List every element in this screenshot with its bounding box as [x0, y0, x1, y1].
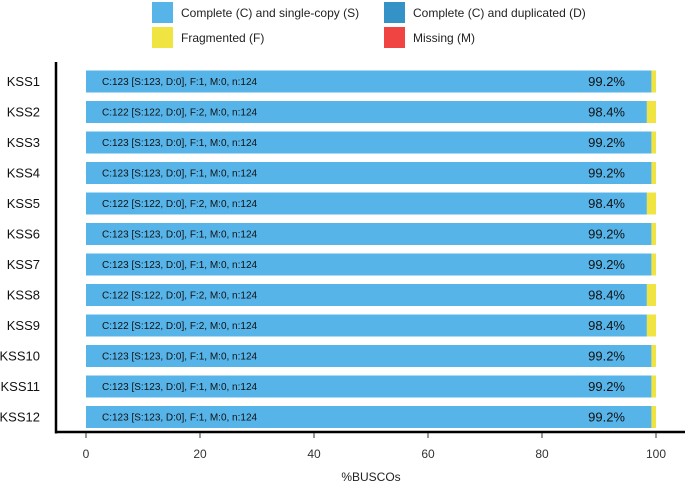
- bar-label-kss3: C:123 [S:123, D:0], F:1, M:0, n:124: [102, 138, 258, 149]
- bar-kss6-series-1: [86, 223, 652, 245]
- category-label-kss10: KSS10: [0, 349, 40, 364]
- bar-kss1-series-3: [651, 70, 656, 93]
- legend-swatch-4: [384, 27, 405, 48]
- percent-label-kss1: 99.2%: [588, 74, 625, 89]
- bar-label-kss5: C:122 [S:122, D:0], F:2, M:0, n:124: [102, 199, 258, 210]
- bar-label-kss7: C:123 [S:123, D:0], F:1, M:0, n:124: [102, 260, 258, 271]
- category-label-kss6: KSS6: [7, 227, 40, 242]
- bar-kss5-series-3: [646, 192, 656, 215]
- percent-label-kss2: 98.4%: [588, 105, 625, 120]
- x-tick-label-60: 60: [421, 447, 435, 461]
- percent-label-kss10: 99.2%: [588, 349, 625, 364]
- bar-kss6-series-3: [651, 223, 656, 245]
- x-tick-label-20: 20: [193, 447, 207, 461]
- x-tick-label-0: 0: [83, 447, 90, 461]
- bar-kss11-series-1: [86, 375, 652, 398]
- bar-kss9-series-3: [646, 314, 656, 337]
- percent-label-kss4: 99.2%: [588, 166, 625, 181]
- x-tick-label-100: 100: [646, 447, 666, 461]
- category-label-kss1: KSS1: [7, 74, 40, 89]
- bar-kss12-series-1: [86, 406, 652, 428]
- percent-label-kss8: 98.4%: [588, 288, 625, 303]
- bar-label-kss8: C:122 [S:122, D:0], F:2, M:0, n:124: [102, 291, 258, 302]
- category-label-kss9: KSS9: [7, 318, 40, 333]
- bar-kss2-series-3: [646, 101, 656, 123]
- bar-kss11-series-3: [651, 375, 656, 398]
- x-axis-title: %BUSCOs: [341, 470, 400, 484]
- category-label-kss7: KSS7: [7, 257, 40, 272]
- bar-kss8-series-1: [86, 284, 647, 306]
- percent-label-kss3: 99.2%: [588, 135, 625, 150]
- category-label-kss4: KSS4: [7, 166, 40, 181]
- percent-label-kss11: 99.2%: [588, 379, 625, 394]
- bar-label-kss1: C:123 [S:123, D:0], F:1, M:0, n:124: [102, 77, 258, 88]
- bar-label-kss6: C:123 [S:123, D:0], F:1, M:0, n:124: [102, 230, 258, 241]
- bar-label-kss4: C:123 [S:123, D:0], F:1, M:0, n:124: [102, 169, 258, 180]
- legend-swatch-2: [384, 2, 405, 23]
- chart-legend: Complete (C) and single-copy (S) Complete…: [152, 2, 586, 48]
- percent-label-kss12: 99.2%: [588, 410, 625, 425]
- legend-label-1: Complete (C) and single-copy (S): [181, 6, 359, 20]
- bar-kss10-series-1: [86, 345, 652, 367]
- bar-label-kss9: C:122 [S:122, D:0], F:2, M:0, n:124: [102, 321, 258, 332]
- bar-kss7-series-1: [86, 253, 652, 276]
- bar-kss8-series-3: [646, 284, 656, 306]
- legend-label-2: Complete (C) and duplicated (D): [413, 6, 586, 20]
- category-label-kss2: KSS2: [7, 105, 40, 120]
- bar-label-kss11: C:123 [S:123, D:0], F:1, M:0, n:124: [102, 382, 258, 393]
- bar-label-kss12: C:123 [S:123, D:0], F:1, M:0, n:124: [102, 413, 258, 424]
- category-label-kss8: KSS8: [7, 288, 40, 303]
- bar-kss9-series-1: [86, 314, 647, 337]
- bar-kss3-series-1: [86, 131, 652, 154]
- category-label-kss11: KSS11: [0, 379, 40, 394]
- percent-label-kss7: 99.2%: [588, 257, 625, 272]
- category-label-kss5: KSS5: [7, 196, 40, 211]
- category-label-kss3: KSS3: [7, 135, 40, 150]
- bar-kss5-series-1: [86, 192, 647, 215]
- bar-kss7-series-3: [651, 253, 656, 276]
- percent-label-kss6: 99.2%: [588, 227, 625, 242]
- bar-kss2-series-1: [86, 101, 647, 123]
- bar-kss10-series-3: [651, 345, 656, 367]
- percent-label-kss9: 98.4%: [588, 318, 625, 333]
- legend-swatch-3: [152, 27, 173, 48]
- legend-swatch-1: [152, 2, 173, 23]
- bar-label-kss2: C:122 [S:122, D:0], F:2, M:0, n:124: [102, 108, 258, 119]
- category-label-kss12: KSS12: [0, 410, 40, 425]
- bar-kss4-series-3: [651, 162, 656, 184]
- axes-group: 0 20 40 60 80 100 %BUSCOs: [54, 62, 685, 484]
- bar-label-kss10: C:123 [S:123, D:0], F:1, M:0, n:124: [102, 352, 258, 363]
- legend-label-3: Fragmented (F): [181, 31, 264, 45]
- bar-kss12-series-3: [651, 406, 656, 428]
- percent-label-kss5: 98.4%: [588, 196, 625, 211]
- legend-label-4: Missing (M): [413, 31, 475, 45]
- bar-kss1-series-1: [86, 70, 652, 93]
- bars-group: KSS1 C:123 [S:123, D:0], F:1, M:0, n:124 9…: [0, 70, 656, 428]
- bar-kss4-series-1: [86, 162, 652, 184]
- x-tick-label-80: 80: [535, 447, 549, 461]
- bar-kss3-series-3: [651, 131, 656, 154]
- x-tick-label-40: 40: [307, 447, 321, 461]
